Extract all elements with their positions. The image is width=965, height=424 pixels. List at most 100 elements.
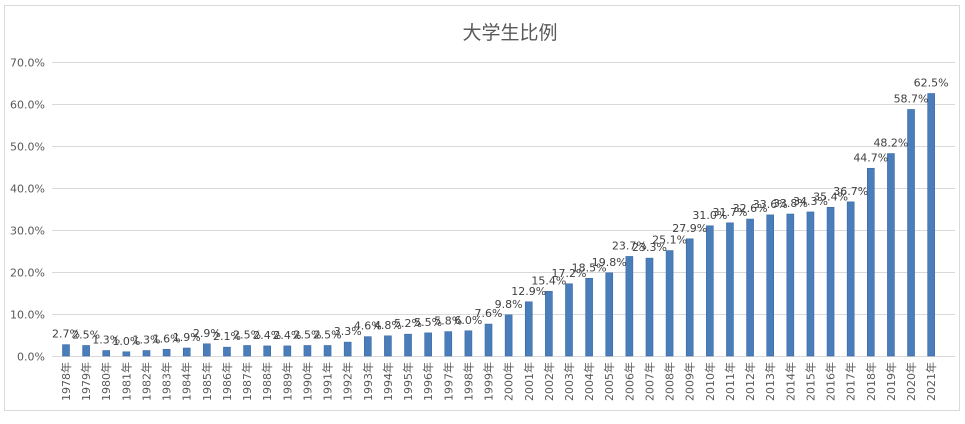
bar-1981 bbox=[122, 351, 131, 357]
bar-2003 bbox=[565, 283, 573, 357]
x-tick-label-2021: 2021年 bbox=[924, 362, 938, 401]
bar-2016 bbox=[826, 207, 835, 357]
y-tick-label: 60.0% bbox=[10, 99, 45, 112]
data-label-1989: 2.4% bbox=[273, 329, 301, 342]
bar-2014 bbox=[786, 213, 795, 357]
x-tick-label-1978: 1978年 bbox=[59, 362, 73, 401]
bar-2002 bbox=[545, 291, 553, 357]
x-tick-label-2015: 2015年 bbox=[803, 362, 817, 401]
data-label-2005: 19.8% bbox=[592, 256, 627, 269]
data-label-2006: 23.7% bbox=[612, 239, 647, 252]
x-tick-label-2017: 2017年 bbox=[844, 362, 858, 401]
x-tick-label-1992: 1992年 bbox=[341, 362, 355, 401]
data-label-2019: 48.2% bbox=[873, 137, 908, 150]
x-tick-label-1981: 1981年 bbox=[119, 362, 133, 401]
data-label-1996: 5.5% bbox=[414, 316, 442, 329]
chart-border bbox=[4, 5, 960, 411]
data-label-1998: 6.0% bbox=[454, 314, 482, 327]
data-label-2015: 34.3% bbox=[793, 195, 828, 208]
data-label-2009: 27.9% bbox=[672, 222, 707, 235]
x-tick-label-2003: 2003年 bbox=[562, 362, 576, 401]
bar-2013 bbox=[766, 214, 775, 357]
data-label-1993: 4.6% bbox=[354, 320, 382, 333]
x-tick-label-1982: 1982年 bbox=[139, 362, 153, 401]
bar-2005 bbox=[605, 272, 614, 357]
x-tick-label-2018: 2018年 bbox=[864, 362, 878, 401]
data-label-1992: 3.3% bbox=[334, 325, 362, 338]
data-label-1997: 5.8% bbox=[434, 315, 462, 328]
y-tick-label: 70.0% bbox=[10, 57, 45, 70]
x-tick-label-2000: 2000年 bbox=[502, 362, 516, 401]
bar-2021 bbox=[927, 93, 935, 357]
x-tick-label-1993: 1993年 bbox=[361, 362, 375, 401]
x-tick-label-1997: 1997年 bbox=[441, 362, 455, 401]
data-label-2010: 31.0% bbox=[692, 209, 727, 222]
data-label-1995: 5.2% bbox=[394, 317, 422, 330]
bar-2010 bbox=[706, 225, 714, 357]
x-tick-label-2009: 2009年 bbox=[683, 362, 697, 401]
bar-1991 bbox=[323, 345, 332, 357]
data-labels: 2.7%2.5%1.3%1.0%1.3%1.6%1.9%2.9%2.1%2.5%… bbox=[52, 77, 949, 348]
y-tick-label: 0.0% bbox=[17, 351, 45, 364]
y-tick-label: 20.0% bbox=[10, 267, 45, 280]
bar-2015 bbox=[806, 211, 815, 357]
data-label-1981: 1.0% bbox=[112, 335, 140, 348]
x-tick-label-2007: 2007年 bbox=[642, 362, 656, 401]
data-label-2007: 23.3% bbox=[632, 241, 667, 254]
x-tick-label-2011: 2011年 bbox=[723, 362, 737, 401]
data-label-2001: 12.9% bbox=[511, 285, 546, 298]
x-axis-tick-labels: 1978年 1979年 1980年 1981年 1982年 1983年 1984年 1985年… bbox=[59, 362, 938, 401]
data-label-2008: 25.1% bbox=[652, 234, 687, 247]
data-label-1979: 2.5% bbox=[72, 329, 100, 342]
x-tick-label-1996: 1996年 bbox=[421, 362, 435, 401]
data-label-1990: 2.5% bbox=[293, 329, 321, 342]
bar-1986 bbox=[223, 346, 231, 357]
chart-title: 大学生比例 bbox=[462, 22, 557, 44]
bar-1979 bbox=[82, 345, 90, 357]
bar-2019 bbox=[887, 153, 895, 357]
x-tick-label-1987: 1987年 bbox=[240, 362, 254, 401]
x-tick-label-1999: 1999年 bbox=[482, 362, 496, 401]
gridlines bbox=[52, 62, 955, 357]
data-label-2011: 31.7% bbox=[712, 206, 747, 219]
x-tick-label-2005: 2005年 bbox=[602, 362, 616, 401]
x-tick-label-2008: 2008年 bbox=[663, 362, 677, 401]
bar-1993 bbox=[363, 336, 372, 357]
data-label-1984: 1.9% bbox=[173, 331, 201, 344]
x-tick-label-2004: 2004年 bbox=[582, 362, 596, 401]
bar-1978 bbox=[62, 344, 70, 357]
bar-1985 bbox=[203, 343, 211, 357]
bar-2017 bbox=[846, 201, 855, 357]
data-label-1999: 7.6% bbox=[475, 307, 503, 320]
bar-1984 bbox=[182, 347, 191, 357]
data-label-1978: 2.7% bbox=[52, 328, 80, 341]
bar-2004 bbox=[585, 277, 593, 357]
x-tick-label-2013: 2013年 bbox=[763, 362, 777, 401]
data-label-1988: 2.4% bbox=[253, 329, 281, 342]
data-label-2016: 35.4% bbox=[813, 190, 848, 203]
bar-2006 bbox=[625, 256, 634, 357]
data-label-2012: 32.6% bbox=[733, 202, 768, 215]
x-tick-label-1989: 1989年 bbox=[280, 362, 294, 401]
bar-2001 bbox=[524, 301, 533, 357]
x-tick-label-2012: 2012年 bbox=[743, 362, 757, 401]
data-label-2004: 18.5% bbox=[572, 261, 607, 274]
x-tick-label-1988: 1988年 bbox=[260, 362, 274, 401]
x-tick-label-1986: 1986年 bbox=[220, 362, 234, 401]
x-tick-label-1990: 1990年 bbox=[300, 362, 314, 401]
y-tick-label: 10.0% bbox=[10, 309, 45, 322]
bar-1980 bbox=[102, 350, 111, 357]
data-label-2020: 58.7% bbox=[894, 92, 929, 105]
y-tick-label: 50.0% bbox=[10, 141, 45, 154]
bar-1987 bbox=[243, 345, 251, 357]
x-tick-label-1994: 1994年 bbox=[381, 362, 395, 401]
x-tick-label-1998: 1998年 bbox=[461, 362, 475, 401]
data-label-2018: 44.7% bbox=[853, 151, 888, 164]
bar-1982 bbox=[142, 350, 151, 357]
x-tick-label-1991: 1991年 bbox=[321, 362, 335, 401]
bar-1995 bbox=[404, 333, 412, 357]
bar-2018 bbox=[866, 167, 875, 357]
bar-2009 bbox=[685, 238, 694, 357]
bar-2020 bbox=[907, 109, 915, 357]
bar-1999 bbox=[484, 323, 493, 357]
